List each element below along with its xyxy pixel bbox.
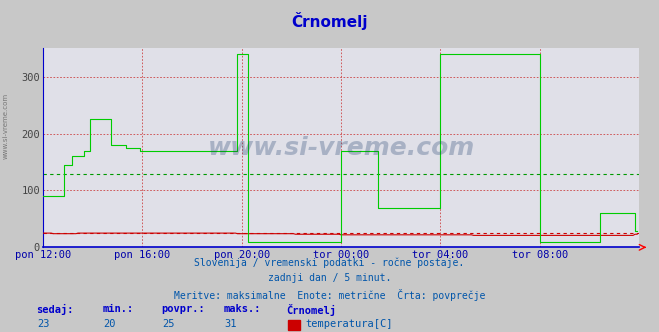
Text: zadnji dan / 5 minut.: zadnji dan / 5 minut.	[268, 273, 391, 283]
Text: temperatura[C]: temperatura[C]	[305, 319, 393, 329]
Text: Črnomelj: Črnomelj	[287, 304, 337, 316]
Text: Slovenija / vremenski podatki - ročne postaje.: Slovenija / vremenski podatki - ročne po…	[194, 257, 465, 268]
Text: www.si-vreme.com: www.si-vreme.com	[2, 93, 9, 159]
Text: 23: 23	[37, 319, 49, 329]
Text: sedaj:: sedaj:	[36, 304, 74, 315]
Text: 25: 25	[162, 319, 175, 329]
Text: Meritve: maksimalne  Enote: metrične  Črta: povprečje: Meritve: maksimalne Enote: metrične Črta…	[174, 289, 485, 301]
Text: 20: 20	[103, 319, 115, 329]
Text: Črnomelj: Črnomelj	[291, 12, 368, 30]
Text: www.si-vreme.com: www.si-vreme.com	[208, 136, 474, 160]
Text: 31: 31	[225, 319, 237, 329]
Text: min.:: min.:	[102, 304, 133, 314]
Text: povpr.:: povpr.:	[161, 304, 205, 314]
Text: maks.:: maks.:	[224, 304, 262, 314]
